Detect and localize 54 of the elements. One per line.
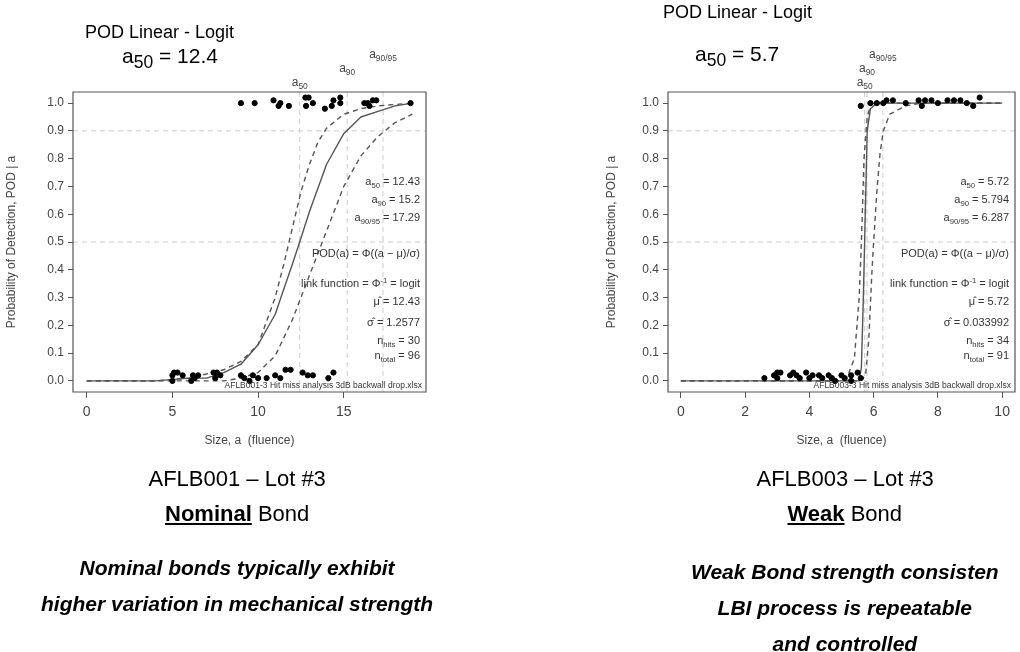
y-tick-label: 0.2 xyxy=(47,317,65,332)
x-tick-label: 5 xyxy=(168,403,177,420)
text: Weak Bond xyxy=(787,501,903,527)
x-tick-label: 15 xyxy=(335,403,352,420)
y-tick-label: 0.6 xyxy=(642,206,660,221)
y-tick-label: 0.0 xyxy=(47,373,65,388)
x-tick-label: 8 xyxy=(933,403,942,420)
annotation: σ̂ = 1.2577 xyxy=(367,316,421,328)
x-axis-title: Size, a (fluence) xyxy=(204,433,295,448)
y-tick-label: 1.0 xyxy=(47,95,65,110)
text: Nominal Bond xyxy=(165,501,310,527)
x-tick-label: 0 xyxy=(82,403,91,420)
chart-subtitle: a$_{50}$ = 12.4 xyxy=(122,44,218,74)
annotation: μ̂ = 12.43 xyxy=(373,295,421,307)
annotation: POD(a) = Φ((a − μ)/σ) xyxy=(311,247,421,259)
x-tick-label: 4 xyxy=(805,403,814,420)
y-tick-label: 0.6 xyxy=(47,206,65,221)
y-tick-label: 0.2 xyxy=(642,317,660,332)
annotation: μ̂ = 5.72 xyxy=(968,295,1010,307)
y-tick-label: 0.7 xyxy=(642,178,660,193)
x-tick-label: 0 xyxy=(676,403,685,420)
y-tick-label: 0.9 xyxy=(642,123,660,138)
chart-title: POD Linear - Logit xyxy=(85,22,235,43)
text: Nominal bonds typically exhibit higher variation in mechanical strength xyxy=(41,555,434,617)
y-tick-label: 0.5 xyxy=(47,234,65,249)
y-tick-label: 0.9 xyxy=(47,123,65,138)
y-tick-label: 1.0 xyxy=(642,95,660,110)
y-axis-title: Probability of Detection, POD | a xyxy=(603,155,618,329)
y-tick-label: 0.3 xyxy=(47,289,65,304)
x-tick-label: 6 xyxy=(869,403,878,420)
y-tick-label: 0.4 xyxy=(47,262,65,277)
annotation: POD(a) = Φ((a − μ)/σ) xyxy=(900,247,1010,259)
chart-subtitle: a$_{50}$ = 5.7 xyxy=(695,42,780,72)
y-tick-label: 0.5 xyxy=(642,234,660,249)
annotation: AFLB003-3 Hit miss analysis 3dB backwall drop.xlsx xyxy=(813,380,1012,390)
y-tick-label: 0.3 xyxy=(642,289,660,304)
chart-title: POD Linear - Logit xyxy=(663,2,813,23)
annotation: AFLB001-3 Hit miss analysis 3dB backwall drop.xlsx xyxy=(224,380,423,390)
x-tick-label: 10 xyxy=(250,403,267,420)
x-axis-title: Size, a (fluence) xyxy=(796,433,887,448)
y-tick-label: 0.0 xyxy=(642,373,660,388)
annotation: σ̂ = 0.033992 xyxy=(943,316,1010,328)
text: AFLB003 – Lot #3 xyxy=(756,466,934,492)
x-tick-label: 10 xyxy=(994,403,1011,420)
y-tick-label: 0.1 xyxy=(642,345,660,360)
y-tick-label: 0.7 xyxy=(47,178,65,193)
y-tick-label: 0.1 xyxy=(47,345,65,360)
y-tick-label: 0.8 xyxy=(47,150,65,165)
x-tick-label: 2 xyxy=(741,403,750,420)
text: Weak Bond strength consisten LBI process is repeatable and controlled xyxy=(691,559,999,652)
text: AFLB001 – Lot #3 xyxy=(148,466,326,492)
y-axis-title: Probability of Detection, POD | a xyxy=(3,155,18,329)
y-tick-label: 0.4 xyxy=(642,262,660,277)
y-tick-label: 0.8 xyxy=(642,150,660,165)
